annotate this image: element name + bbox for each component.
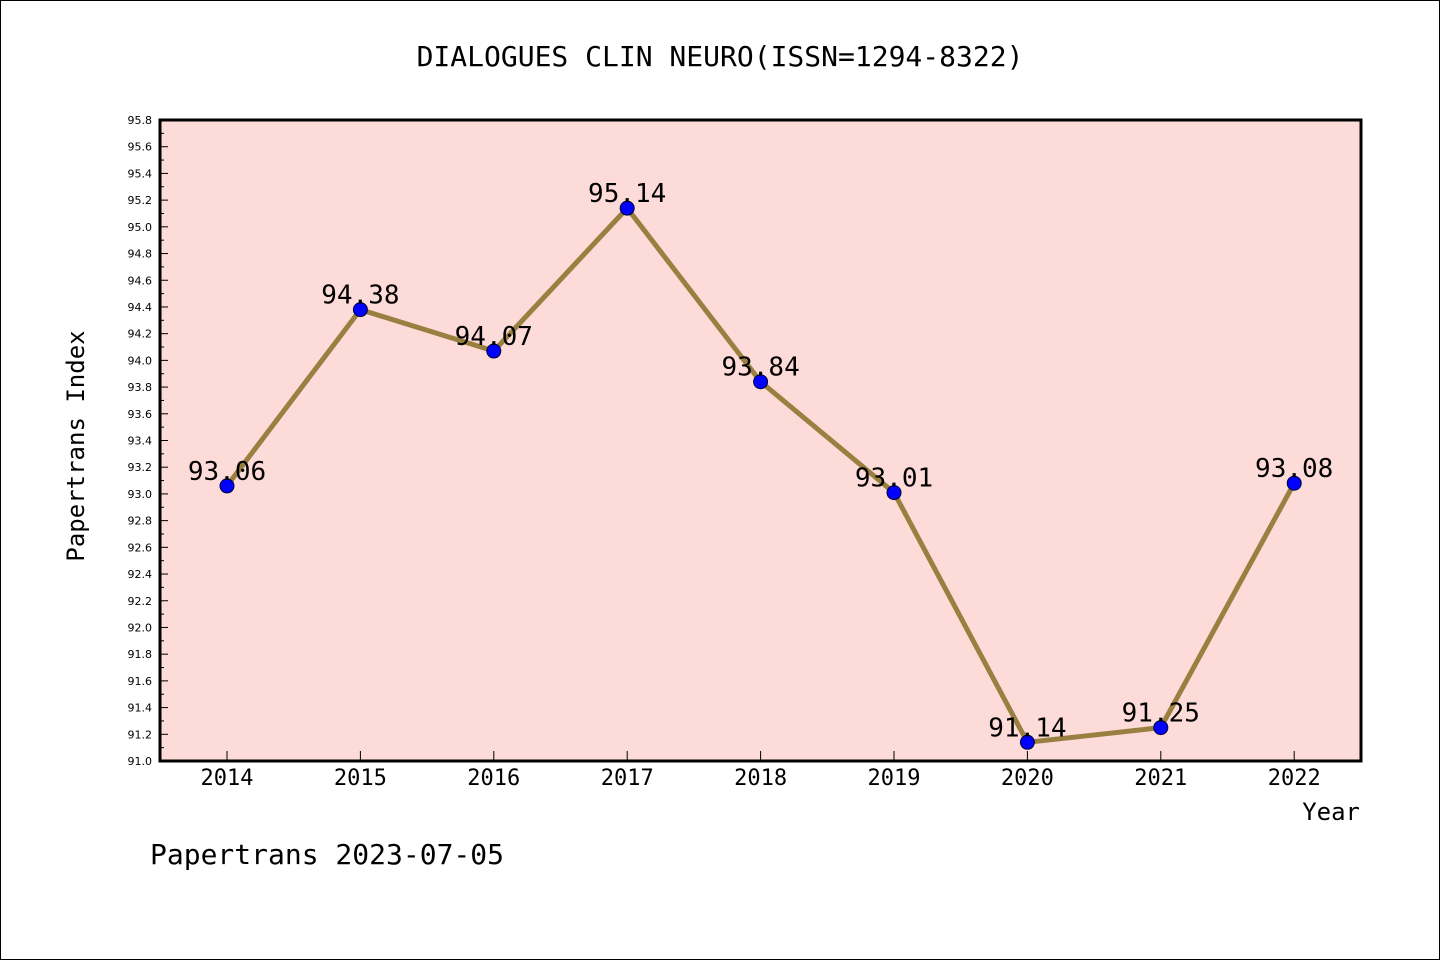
data-label: 94.38 (321, 281, 399, 311)
data-labels: 93.06 94.38 94.07 95.14 93.84 93.01 91.14 91.25… (188, 179, 1333, 743)
footer-date: Papertrans 2023-07-05 (150, 838, 504, 871)
y-tick-label: 95.0 (128, 221, 153, 234)
data-label: 91.14 (988, 713, 1066, 743)
plot-area (160, 120, 1361, 761)
y-tick-label: 92.4 (128, 568, 153, 581)
y-tick-label: 92.2 (128, 595, 153, 608)
data-point (219, 478, 235, 494)
data-point (1153, 720, 1169, 736)
y-tick-label: 93.2 (128, 461, 153, 474)
y-tick-label: 91.6 (128, 675, 153, 688)
y-tick-label: 94.4 (128, 301, 153, 314)
x-tick-label: 2016 (467, 766, 520, 791)
y-tick-label: 95.8 (128, 114, 153, 127)
data-label: 94.07 (455, 322, 533, 352)
x-axis: 2014 2015 2016 2017 2018 2019 2020 2021 2022 (201, 751, 1321, 791)
y-tick-label: 94.2 (128, 328, 153, 341)
plot-border (158, 118, 1363, 763)
y-tick-label: 93.4 (128, 435, 153, 448)
y-tick-label: 91.2 (128, 728, 153, 741)
y-tick-label: 93.6 (128, 408, 153, 421)
data-point (886, 485, 902, 501)
y-tick-label: 93.0 (128, 488, 153, 501)
data-label: 91.25 (1122, 699, 1200, 729)
data-point (619, 200, 635, 216)
data-points (219, 200, 1302, 750)
x-tick-label: 2015 (334, 766, 387, 791)
x-tick-label: 2019 (868, 766, 921, 791)
data-point (486, 343, 502, 359)
y-tick-label: 94.0 (128, 354, 153, 367)
x-tick-label: 2014 (201, 766, 254, 791)
data-label: 93.01 (855, 464, 933, 494)
y-tick-label: 91.0 (128, 755, 153, 768)
x-axis-label: Year (1302, 798, 1360, 826)
data-point (1019, 734, 1035, 750)
x-tick-label: 2020 (1001, 766, 1054, 791)
y-tick-label: 94.8 (128, 248, 153, 261)
x-tick-label: 2022 (1268, 766, 1321, 791)
data-label: 95.14 (588, 179, 666, 209)
y-tick-label: 95.4 (128, 167, 153, 180)
y-axis-label: Papertrans Index (62, 330, 90, 561)
x-tick-label: 2017 (601, 766, 654, 791)
y-tick-label: 91.8 (128, 648, 153, 661)
x-tick-label: 2021 (1134, 766, 1187, 791)
data-label: 93.08 (1255, 454, 1333, 484)
data-point (352, 302, 368, 318)
y-tick-label: 92.0 (128, 621, 153, 634)
data-point (753, 374, 769, 390)
y-tick-label: 94.6 (128, 274, 153, 287)
y-tick-label: 91.4 (128, 702, 153, 715)
y-tick-label: 95.6 (128, 141, 153, 154)
chart-title: DIALOGUES CLIN NEURO(ISSN=1294-8322) (417, 40, 1024, 73)
data-label: 93.84 (721, 353, 799, 383)
y-tick-label: 95.2 (128, 194, 153, 207)
y-tick-label: 92.8 (128, 515, 153, 528)
y-axis: 91.0 91.2 91.4 91.6 91.8 92.0 92.2 92.4 92.6 92.8… (128, 114, 168, 768)
data-point (1286, 475, 1302, 491)
data-label: 93.06 (188, 457, 266, 487)
x-tick-label: 2018 (734, 766, 787, 791)
y-tick-label: 93.8 (128, 381, 153, 394)
y-tick-label: 92.6 (128, 541, 153, 554)
